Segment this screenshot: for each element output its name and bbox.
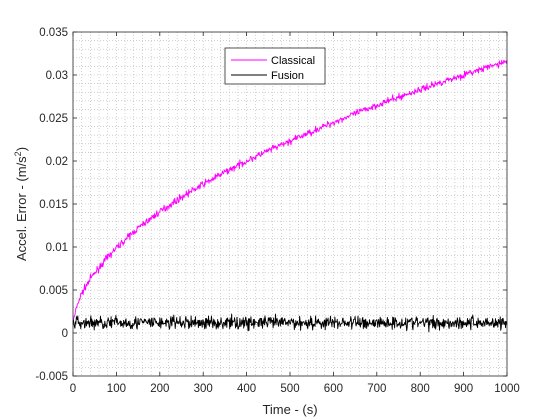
y-tick-label: 0: [62, 328, 68, 340]
y-tick-label: 0.035: [39, 27, 68, 39]
y-tick-label: 0.02: [46, 156, 68, 168]
x-axis-label: Time - (s): [262, 402, 317, 417]
x-tick-label: 800: [411, 383, 430, 395]
x-tick-label: 300: [194, 383, 213, 395]
y-tick-label: -0.005: [35, 371, 68, 383]
y-tick-label: 0.015: [39, 199, 68, 211]
series-line-classical: [72, 59, 508, 325]
y-tick-label: 0.03: [46, 70, 68, 82]
x-tick-label: 400: [237, 383, 256, 395]
axis-ticks: [72, 31, 508, 377]
x-tick-label: 500: [280, 383, 299, 395]
x-tick-label: 0: [70, 383, 76, 395]
y-tick-label: 0.01: [46, 242, 68, 254]
legend-label-fusion: Fusion: [271, 70, 304, 82]
series-line-fusion: [72, 313, 508, 333]
y-axis-label-close: ): [14, 147, 29, 151]
legend: Classical Fusion: [224, 47, 326, 85]
y-tick-label: 0.005: [39, 285, 68, 297]
y-axis-label-superscript: 2: [13, 151, 23, 156]
x-tick-label: 700: [367, 383, 386, 395]
x-tick-labels: 0 100 200 300 400 500 600 700 800 900 1000: [70, 383, 520, 395]
y-tick-labels: -0.005 0 0.005 0.01 0.015 0.02 0.025 0.03 0.035: [35, 27, 68, 383]
x-tick-label: 1000: [494, 383, 520, 395]
x-tick-label: 200: [150, 383, 169, 395]
y-tick-label: 0.025: [39, 113, 68, 125]
x-tick-label: 600: [324, 383, 343, 395]
y-axis-label-main: Accel. Error - (m/s: [14, 156, 29, 261]
x-tick-label: 100: [107, 383, 126, 395]
series-layer: [72, 59, 508, 333]
legend-label-classical: Classical: [271, 55, 315, 67]
y-axis-label: Accel. Error - (m/s2): [13, 147, 29, 261]
x-tick-label: 900: [454, 383, 473, 395]
legend-box: [224, 47, 326, 85]
